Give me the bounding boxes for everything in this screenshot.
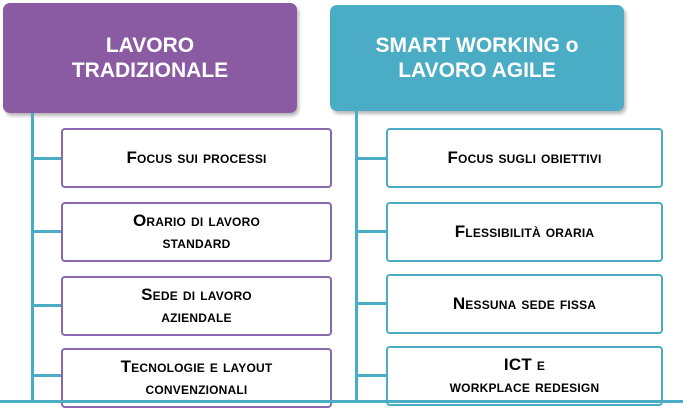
smart-item-3-text: Nessuna sede fissa xyxy=(452,294,597,313)
traditional-item-3-line2: aziendale xyxy=(161,307,232,326)
bottom-divider xyxy=(0,400,683,403)
right-connector-branch-3 xyxy=(355,302,388,305)
smart-working-header: SMART WORKING o LAVORO AGILE xyxy=(330,5,624,111)
smart-item-flexible-hours: Flessibilità oraria xyxy=(386,202,663,262)
left-connector-trunk xyxy=(31,113,34,400)
traditional-item-4-line1: Tecnologie e layout xyxy=(120,357,273,376)
left-connector-branch-3 xyxy=(31,304,63,307)
traditional-item-company-office: Sede di lavoro aziendale xyxy=(61,276,332,336)
right-connector-branch-4 xyxy=(355,374,388,377)
smart-item-1-text: Focus sugli obiettivi xyxy=(447,148,602,167)
traditional-item-process-focus: Focus sui processi xyxy=(61,128,332,188)
traditional-item-2-line2: standard xyxy=(162,233,231,252)
left-connector-branch-4 xyxy=(31,374,63,377)
traditional-item-1-text: Focus sui processi xyxy=(126,148,267,167)
smart-item-4-line1: ICT e xyxy=(503,355,546,374)
smart-working-title-line2: LAVORO AGILE xyxy=(398,59,556,82)
smart-working-title-line1: SMART WORKING o xyxy=(375,34,579,57)
right-connector-branch-2 xyxy=(355,230,388,233)
traditional-item-conventional-tech: Tecnologie e layout convenzionali xyxy=(61,348,332,408)
smart-item-no-fixed-office: Nessuna sede fissa xyxy=(386,274,663,334)
traditional-item-3-line1: Sede di lavoro xyxy=(141,285,252,304)
smart-item-2-text: Flessibilità oraria xyxy=(454,222,595,241)
left-connector-branch-1 xyxy=(31,157,63,160)
right-connector-trunk xyxy=(355,111,358,400)
traditional-item-standard-hours: Orario di lavoro standard xyxy=(61,202,332,262)
traditional-item-4-line2: convenzionali xyxy=(145,379,248,398)
traditional-work-title-line2: TRADIZIONALE xyxy=(71,59,229,82)
smart-item-4-line2: workplace redesign xyxy=(449,377,600,396)
traditional-item-2-line1: Orario di lavoro xyxy=(133,211,260,230)
traditional-work-header: LAVORO TRADIZIONALE xyxy=(3,3,297,113)
smart-item-objective-focus: Focus sugli obiettivi xyxy=(386,128,663,188)
smart-item-ict-workplace-redesign: ICT e workplace redesign xyxy=(386,346,663,406)
traditional-work-title-line1: LAVORO xyxy=(105,34,195,57)
right-connector-branch-1 xyxy=(355,157,388,160)
left-connector-branch-2 xyxy=(31,230,63,233)
